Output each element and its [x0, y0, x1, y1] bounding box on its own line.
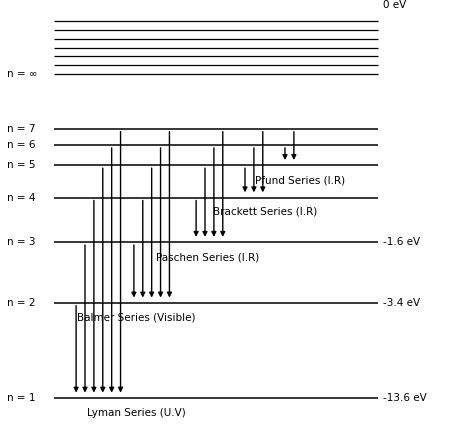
Text: n = 5: n = 5: [7, 160, 36, 170]
Text: Paschen Series (I.R): Paschen Series (I.R): [156, 252, 259, 262]
Text: -13.6 eV: -13.6 eV: [383, 393, 427, 403]
Text: n = 3: n = 3: [7, 237, 36, 247]
Text: n = 7: n = 7: [7, 124, 36, 134]
Text: Brackett Series (I.R): Brackett Series (I.R): [213, 207, 317, 217]
Text: n = 2: n = 2: [7, 298, 36, 308]
Text: Pfund Series (I.R): Pfund Series (I.R): [256, 176, 346, 185]
Text: -3.4 eV: -3.4 eV: [383, 298, 420, 308]
Text: n = 1: n = 1: [7, 393, 36, 403]
Text: n = 4: n = 4: [7, 193, 36, 203]
Text: Balmer Series (Visible): Balmer Series (Visible): [77, 313, 195, 323]
Text: 0 eV: 0 eV: [383, 0, 406, 11]
Text: Lyman Series (U.V): Lyman Series (U.V): [87, 408, 185, 418]
Text: n = ∞: n = ∞: [7, 69, 38, 79]
Text: -1.6 eV: -1.6 eV: [383, 237, 420, 247]
Text: n = 6: n = 6: [7, 140, 36, 150]
